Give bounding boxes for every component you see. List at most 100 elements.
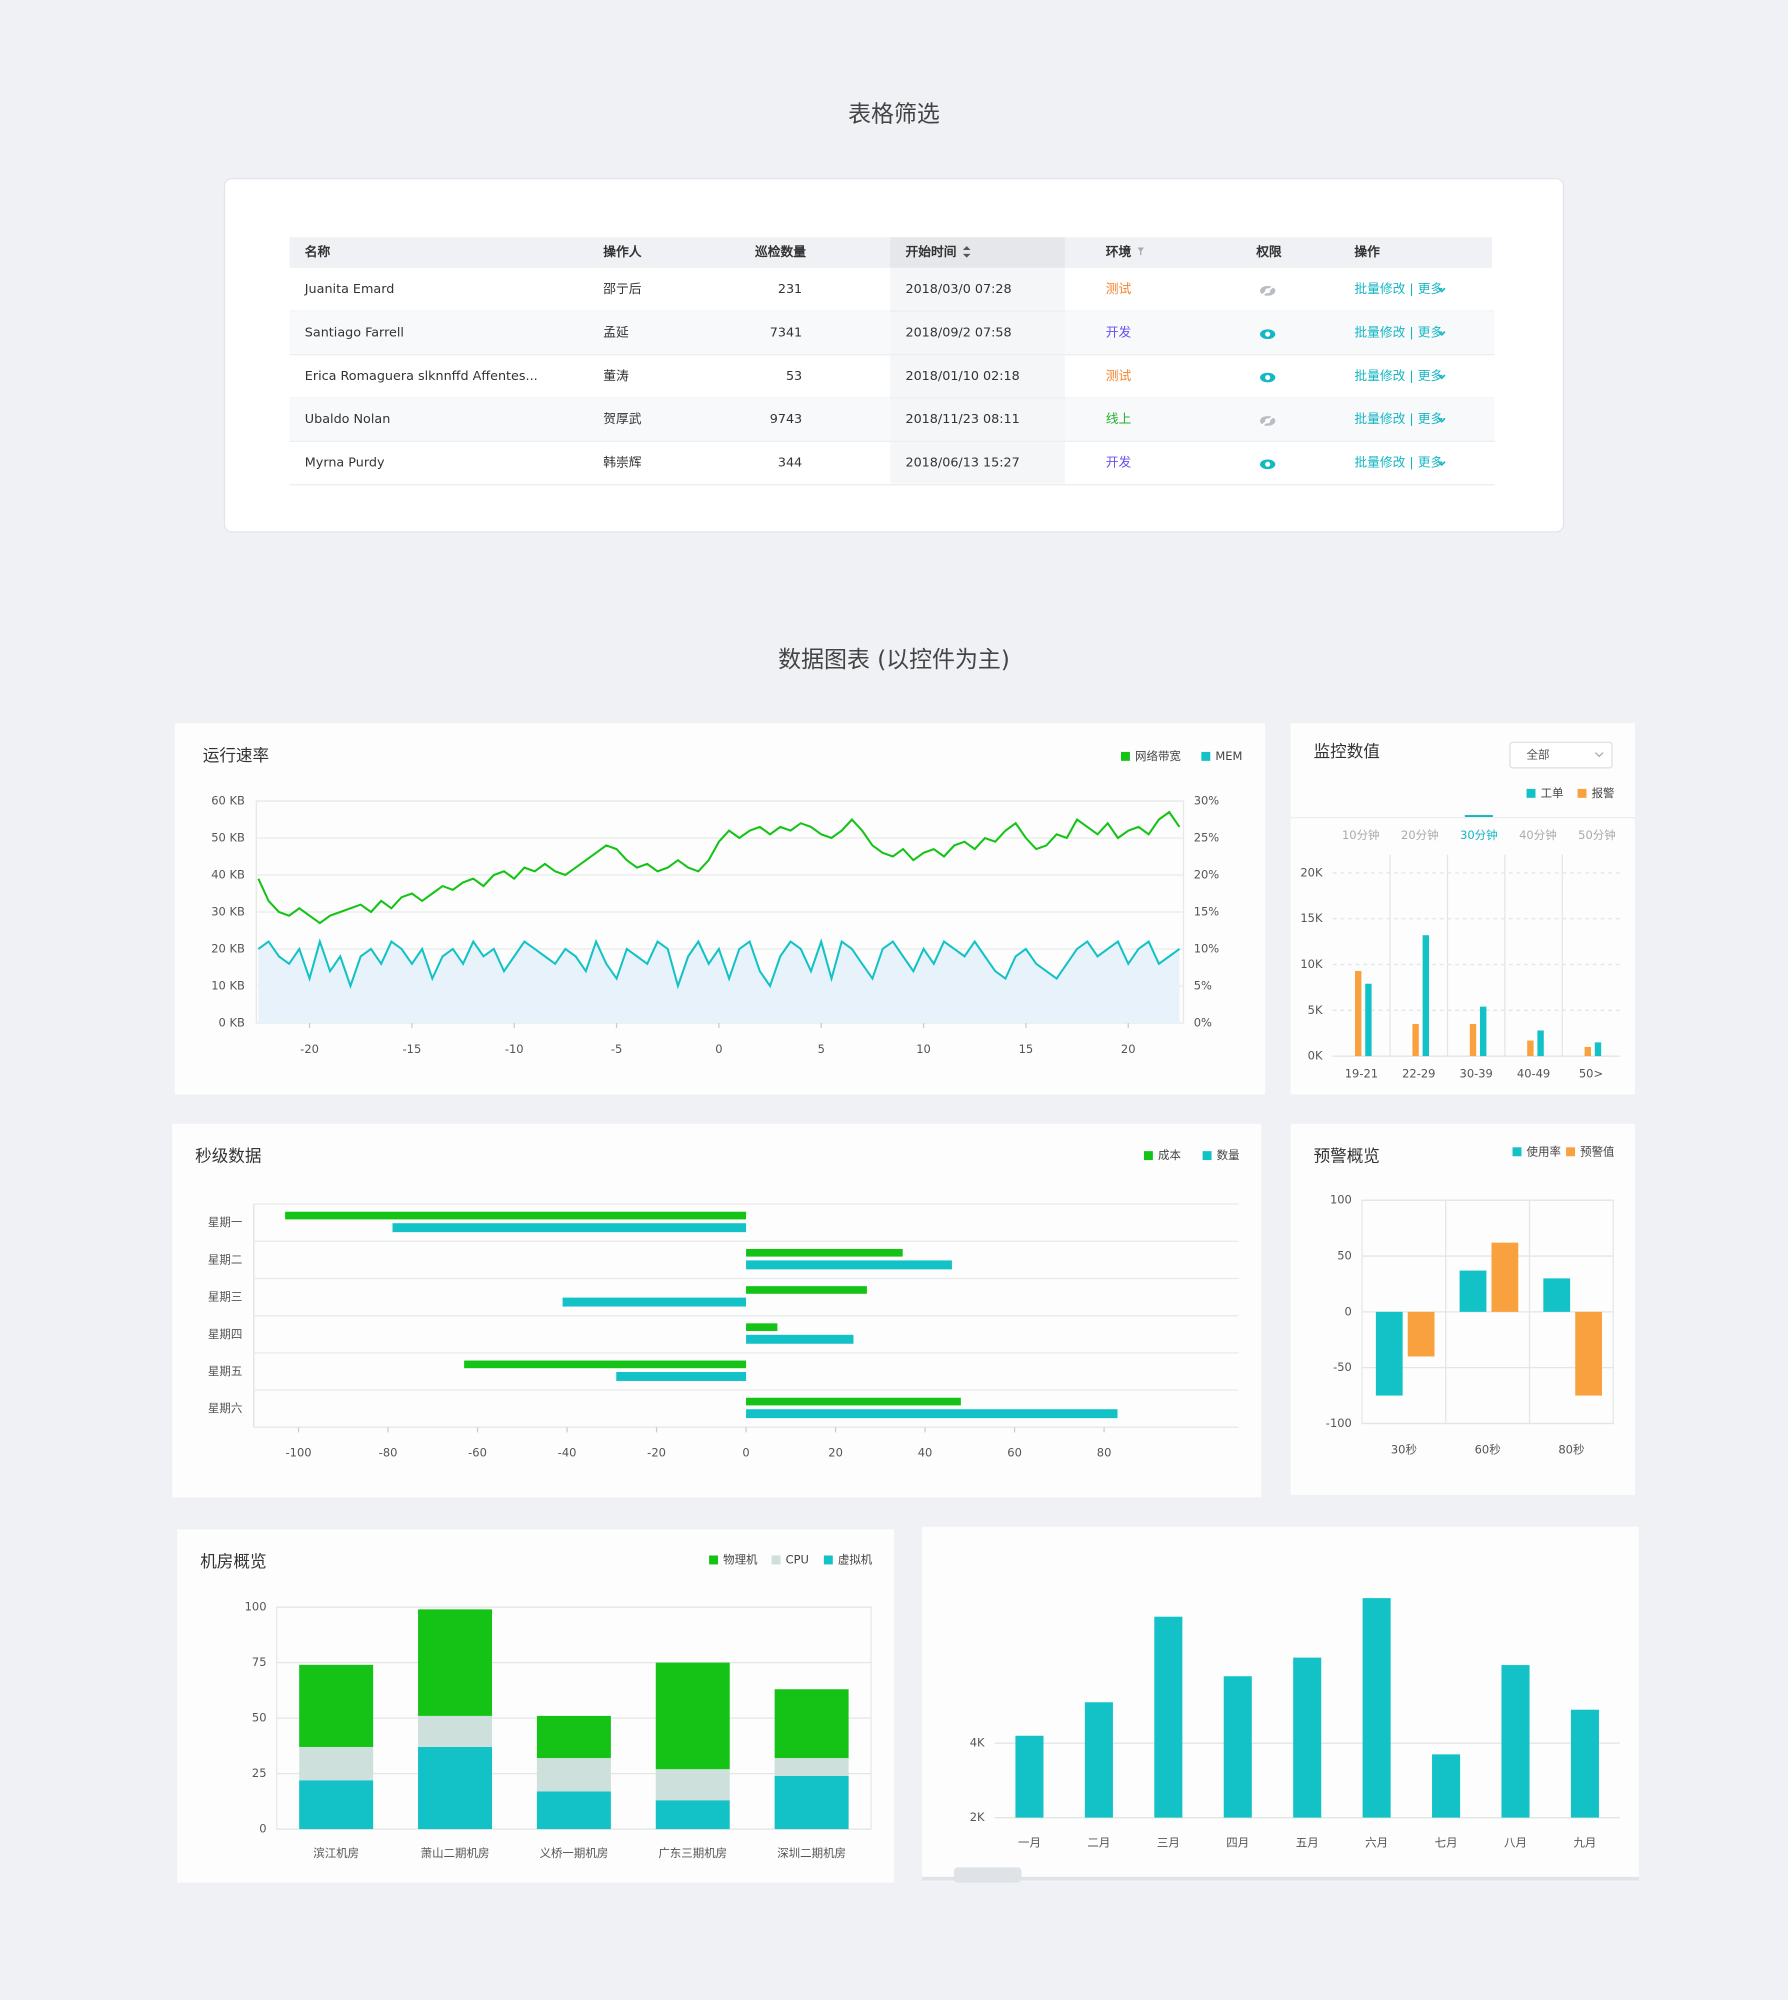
bar (1362, 1598, 1391, 1818)
x-tick-label: 0 (742, 1445, 749, 1459)
bar (1469, 1024, 1477, 1057)
bar (1407, 1311, 1435, 1357)
y-tick-label: -50 (1333, 1360, 1352, 1374)
bar (1154, 1616, 1183, 1818)
y-tick-label: 40 KB (211, 867, 245, 881)
y-tick-label: 0 (1345, 1304, 1352, 1318)
more-chevron (1437, 461, 1446, 467)
column-header: 权限 (1255, 244, 1282, 260)
bar (536, 1791, 611, 1830)
bar (746, 1409, 1118, 1419)
legend-swatch (1201, 751, 1211, 761)
table-cell: 53 (786, 369, 802, 384)
tab[interactable]: 30分钟 (1460, 828, 1498, 842)
chart-title: 预警概览 (1314, 1146, 1380, 1165)
dropdown-value: 全部 (1527, 748, 1550, 762)
x-tick-label: 10 (916, 1042, 931, 1056)
table-cell: 开发 (1106, 324, 1132, 340)
x-tick-label: -5 (611, 1042, 622, 1056)
legend-label: MEM (1215, 749, 1242, 763)
bar (418, 1609, 493, 1716)
y-tick-label: 0 KB (219, 1015, 245, 1029)
bar (616, 1372, 747, 1381)
y-tick-label: 100 (1330, 1193, 1352, 1207)
x-tick-label: -80 (379, 1445, 398, 1459)
more-chevron (1437, 374, 1446, 380)
permission-icon (1260, 372, 1276, 383)
table-cell[interactable]: 批量修改 | 更多 (1354, 369, 1443, 384)
legend-label: 网络带宽 (1135, 749, 1181, 763)
table-cell[interactable]: 批量修改 | 更多 (1354, 325, 1443, 340)
dropdown-arrow (1594, 752, 1604, 758)
bar (1223, 1676, 1252, 1818)
bar (1570, 1709, 1599, 1818)
scrollbar-handle[interactable] (953, 1867, 1022, 1883)
legend-swatch (1121, 751, 1130, 761)
x-tick-label: -20 (300, 1042, 319, 1056)
y-tick-label: 25 (252, 1766, 267, 1780)
x-tick-label: 5 (818, 1042, 825, 1056)
legend-swatch (1526, 788, 1536, 798)
bar (1365, 983, 1372, 1057)
bar (1355, 970, 1362, 1057)
sorted-column-bg (890, 267, 1065, 484)
bar (655, 1800, 730, 1830)
table-cell[interactable]: 批量修改 | 更多 (1354, 282, 1443, 297)
tab[interactable]: 20分钟 (1401, 828, 1439, 842)
table-cell: 7341 (770, 325, 802, 340)
table-cell: 董涛 (603, 368, 629, 384)
row-bg (1064, 311, 1495, 355)
y-tick-label: 5K (1308, 1003, 1323, 1017)
legend-label: 成本 (1158, 1148, 1181, 1162)
filter-icon[interactable] (1137, 247, 1144, 256)
table-cell: 344 (778, 456, 802, 471)
sort-icon[interactable] (962, 246, 971, 258)
x-tick-label: 40 (918, 1445, 933, 1459)
legend-swatch (1143, 1151, 1153, 1161)
table-cell: 2018/01/10 02:18 (905, 369, 1019, 384)
legend-label: 虚拟机 (838, 1552, 873, 1566)
x-tick-label: 二月 (1087, 1836, 1110, 1850)
tab[interactable]: 40分钟 (1519, 828, 1557, 842)
chart-title: 机房概览 (200, 1552, 266, 1571)
y-tick-label: 星期二 (208, 1252, 242, 1266)
x-tick-label: 50> (1579, 1066, 1603, 1080)
x-tick-label: 七月 (1435, 1836, 1458, 1850)
y-tick-label: 星期五 (208, 1364, 242, 1378)
series-line (257, 938, 1181, 990)
tab[interactable]: 10分钟 (1342, 828, 1380, 842)
y-tick-label: -100 (1326, 1416, 1352, 1430)
x-tick-label: 20 (1121, 1042, 1136, 1056)
y2-tick-label: 30% (1194, 794, 1220, 808)
more-chevron (1437, 287, 1446, 293)
bar (1375, 1311, 1403, 1396)
column-header: 操作 (1354, 244, 1380, 260)
legend-swatch (771, 1555, 781, 1565)
table-cell: 9743 (770, 412, 802, 427)
icon-part (1265, 461, 1271, 467)
bar (1084, 1702, 1113, 1818)
more-chevron (1437, 417, 1446, 423)
bar (774, 1689, 849, 1759)
x-tick-label: 九月 (1573, 1836, 1596, 1850)
x-tick-label: 深圳二期机房 (777, 1846, 846, 1860)
y-tick-label: 2K (970, 1810, 985, 1824)
series-area (258, 941, 1180, 1023)
legend-swatch (823, 1555, 833, 1565)
bar (299, 1780, 374, 1830)
table-cell: 2018/11/23 08:11 (905, 412, 1019, 427)
section-title: 数据图表 (以控件为主) (778, 647, 1010, 673)
tab[interactable]: 50分钟 (1578, 828, 1616, 842)
table-cell: 邵亍后 (603, 282, 641, 297)
y-tick-label: 30 KB (211, 904, 245, 918)
table-cell[interactable]: 批量修改 | 更多 (1354, 412, 1443, 427)
table-cell[interactable]: 批量修改 | 更多 (1354, 456, 1443, 471)
dropdown[interactable] (1509, 741, 1613, 769)
x-tick-label: 三月 (1157, 1836, 1180, 1850)
sorted-header-bg (890, 237, 1065, 268)
row-bg (289, 397, 891, 442)
x-tick-label: 22-29 (1402, 1066, 1435, 1080)
x-tick-label: 一月 (1018, 1836, 1041, 1850)
y-tick-label: 50 (1337, 1249, 1352, 1263)
